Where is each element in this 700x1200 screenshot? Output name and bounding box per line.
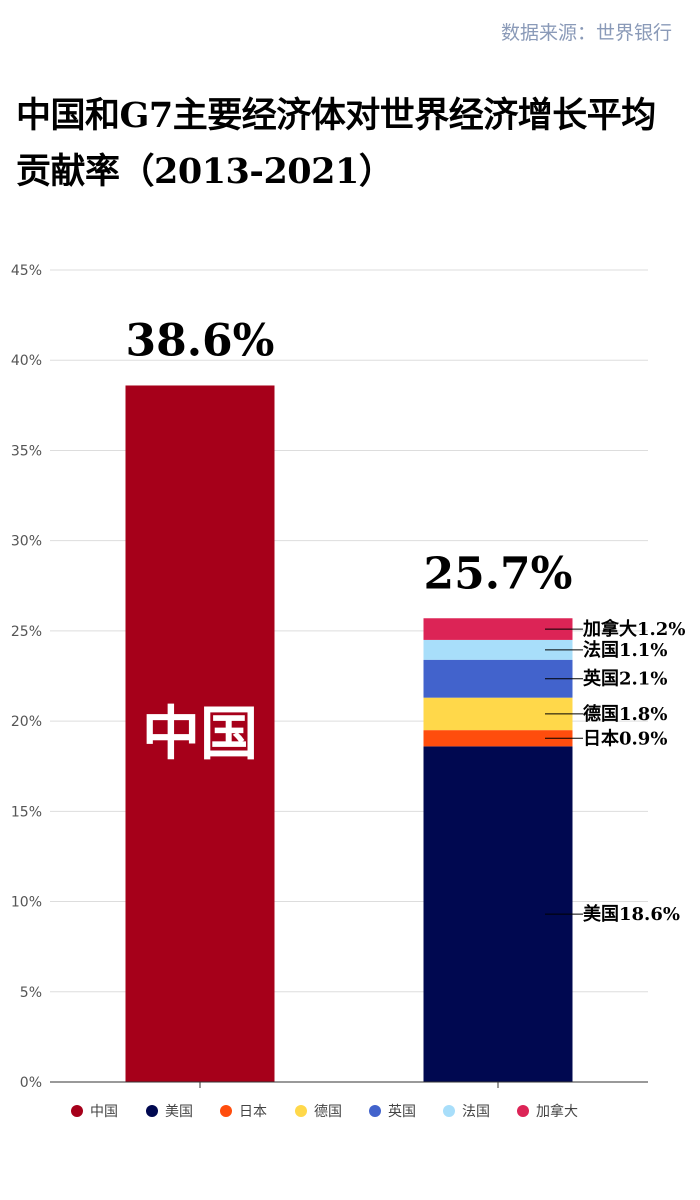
y-tick-label: 10%: [11, 895, 42, 911]
legend-label: 英国: [388, 1103, 416, 1120]
y-tick-label: 40%: [11, 353, 42, 369]
segment-label: 英国2.1%: [582, 668, 667, 690]
legend-label: 中国: [90, 1104, 118, 1120]
segment-label: 德国1.8%: [583, 703, 667, 725]
bar-segment-日本: [423, 730, 573, 747]
legend-label: 美国: [165, 1104, 193, 1120]
legend-marker-日本: [220, 1105, 232, 1117]
segment-label: 日本0.9%: [583, 727, 667, 749]
y-tick-label: 45%: [11, 263, 42, 279]
y-tick-label: 0%: [20, 1075, 42, 1091]
legend-marker-美国: [146, 1105, 158, 1117]
bar-total-label: 25.7%: [424, 548, 573, 599]
legend-label: 加拿大: [536, 1103, 578, 1120]
y-tick-label: 20%: [11, 714, 42, 730]
legend-marker-中国: [71, 1105, 83, 1117]
bar-segment-加拿大: [423, 618, 573, 640]
legend-label: 日本: [239, 1104, 267, 1120]
legend-label: 德国: [314, 1104, 342, 1120]
bar-segment-法国: [423, 639, 573, 660]
segment-label: 加拿大1.2%: [582, 618, 685, 640]
y-tick-label: 25%: [11, 624, 42, 640]
y-tick-label: 15%: [11, 804, 42, 820]
legend-marker-法国: [443, 1105, 455, 1117]
legend-marker-英国: [369, 1105, 381, 1117]
y-tick-label: 5%: [20, 985, 42, 1001]
bar-total-label: 38.6%: [126, 315, 275, 366]
legend-marker-加拿大: [517, 1105, 529, 1117]
chart-title: 中国和G7主要经济体对世界经济增长平均贡献率（2013-2021）: [16, 95, 656, 192]
bar-inner-label: 中国: [142, 700, 258, 768]
data-source: 数据来源：世界银行: [500, 22, 672, 44]
bar-segment-中国: [125, 385, 275, 1082]
legend-marker-德国: [295, 1105, 307, 1117]
segment-label: 美国18.6%: [583, 903, 680, 925]
segment-label: 法国1.1%: [583, 639, 667, 661]
y-tick-label: 35%: [11, 443, 42, 459]
legend-label: 法国: [462, 1104, 490, 1120]
y-tick-label: 30%: [11, 534, 42, 550]
